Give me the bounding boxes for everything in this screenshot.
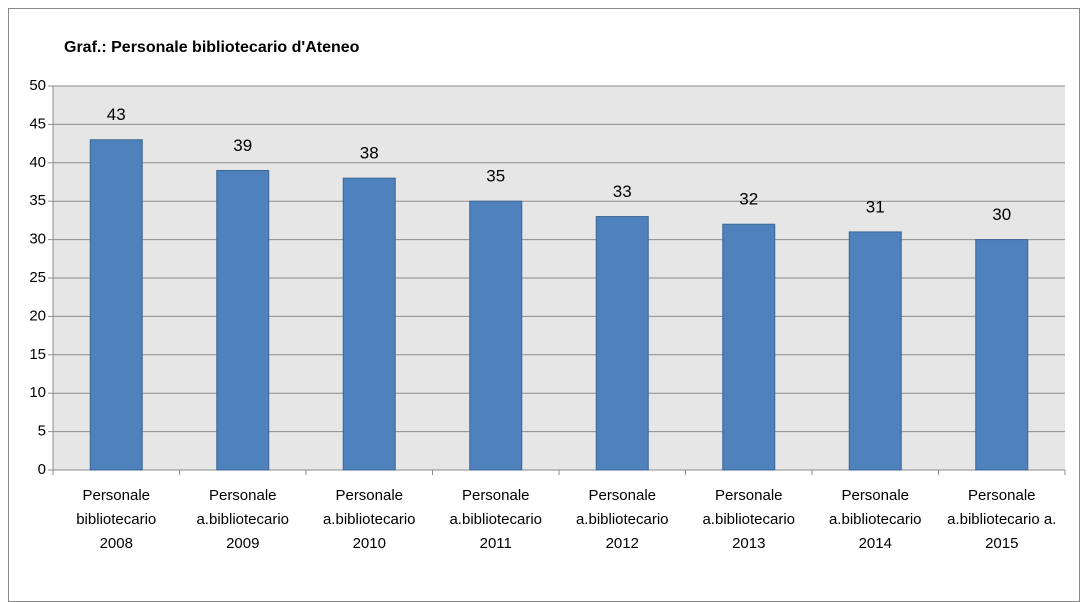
data-label: 33 <box>613 182 632 201</box>
data-label: 39 <box>233 136 252 155</box>
bar <box>848 231 902 471</box>
x-tick-label: bibliotecario <box>76 511 156 528</box>
x-tick-label: 2009 <box>226 535 259 552</box>
x-tick-label: Personale <box>462 487 530 504</box>
data-label: 35 <box>486 167 505 186</box>
x-tick-label: Personale <box>715 487 783 504</box>
x-tick-label: a.bibliotecario <box>323 511 416 528</box>
x-tick-label: a.bibliotecario <box>576 511 669 528</box>
x-tick-label: 2013 <box>732 535 765 552</box>
y-tick-label: 5 <box>38 423 46 440</box>
y-tick-label: 0 <box>38 461 46 478</box>
x-tick-label: 2015 <box>985 535 1018 552</box>
y-tick-label: 40 <box>29 154 46 171</box>
x-tick-label: Personale <box>841 487 909 504</box>
x-tick-label: 2014 <box>859 535 892 552</box>
data-label: 38 <box>360 144 379 163</box>
chart-title: Graf.: Personale bibliotecario d'Ateneo <box>64 39 360 56</box>
y-tick-label: 45 <box>29 115 46 132</box>
y-tick-label: 15 <box>29 346 46 363</box>
bar <box>595 216 649 471</box>
y-tick-label: 50 <box>29 77 46 94</box>
x-tick-label: 2008 <box>100 535 133 552</box>
x-tick-label: Personale <box>968 487 1036 504</box>
x-tick-label: a.bibliotecario <box>196 511 289 528</box>
x-tick-label: Personale <box>588 487 656 504</box>
bar <box>975 239 1029 471</box>
bar <box>722 223 776 471</box>
y-tick-label: 20 <box>29 307 46 324</box>
x-tick-label: Personale <box>82 487 150 504</box>
y-tick-label: 25 <box>29 269 46 286</box>
y-tick-label: 35 <box>29 192 46 209</box>
x-tick-label: a.bibliotecario a. <box>947 511 1056 528</box>
y-tick-label: 30 <box>29 231 46 248</box>
x-tick-label: a.bibliotecario <box>449 511 542 528</box>
x-tick-label: Personale <box>209 487 277 504</box>
x-tick-label: a.bibliotecario <box>702 511 795 528</box>
bar <box>216 169 270 471</box>
x-tick-label: 2010 <box>353 535 386 552</box>
data-label: 31 <box>866 197 885 216</box>
data-label: 30 <box>992 205 1011 224</box>
y-tick-label: 10 <box>29 384 46 401</box>
data-label: 43 <box>107 105 126 124</box>
x-tick-label: 2012 <box>606 535 639 552</box>
bar <box>469 200 523 471</box>
bar <box>89 139 143 471</box>
data-label: 32 <box>739 190 758 209</box>
x-tick-label: 2011 <box>480 535 512 552</box>
x-tick-label: a.bibliotecario <box>829 511 922 528</box>
x-tick-label: Personale <box>335 487 403 504</box>
bar <box>342 177 396 471</box>
